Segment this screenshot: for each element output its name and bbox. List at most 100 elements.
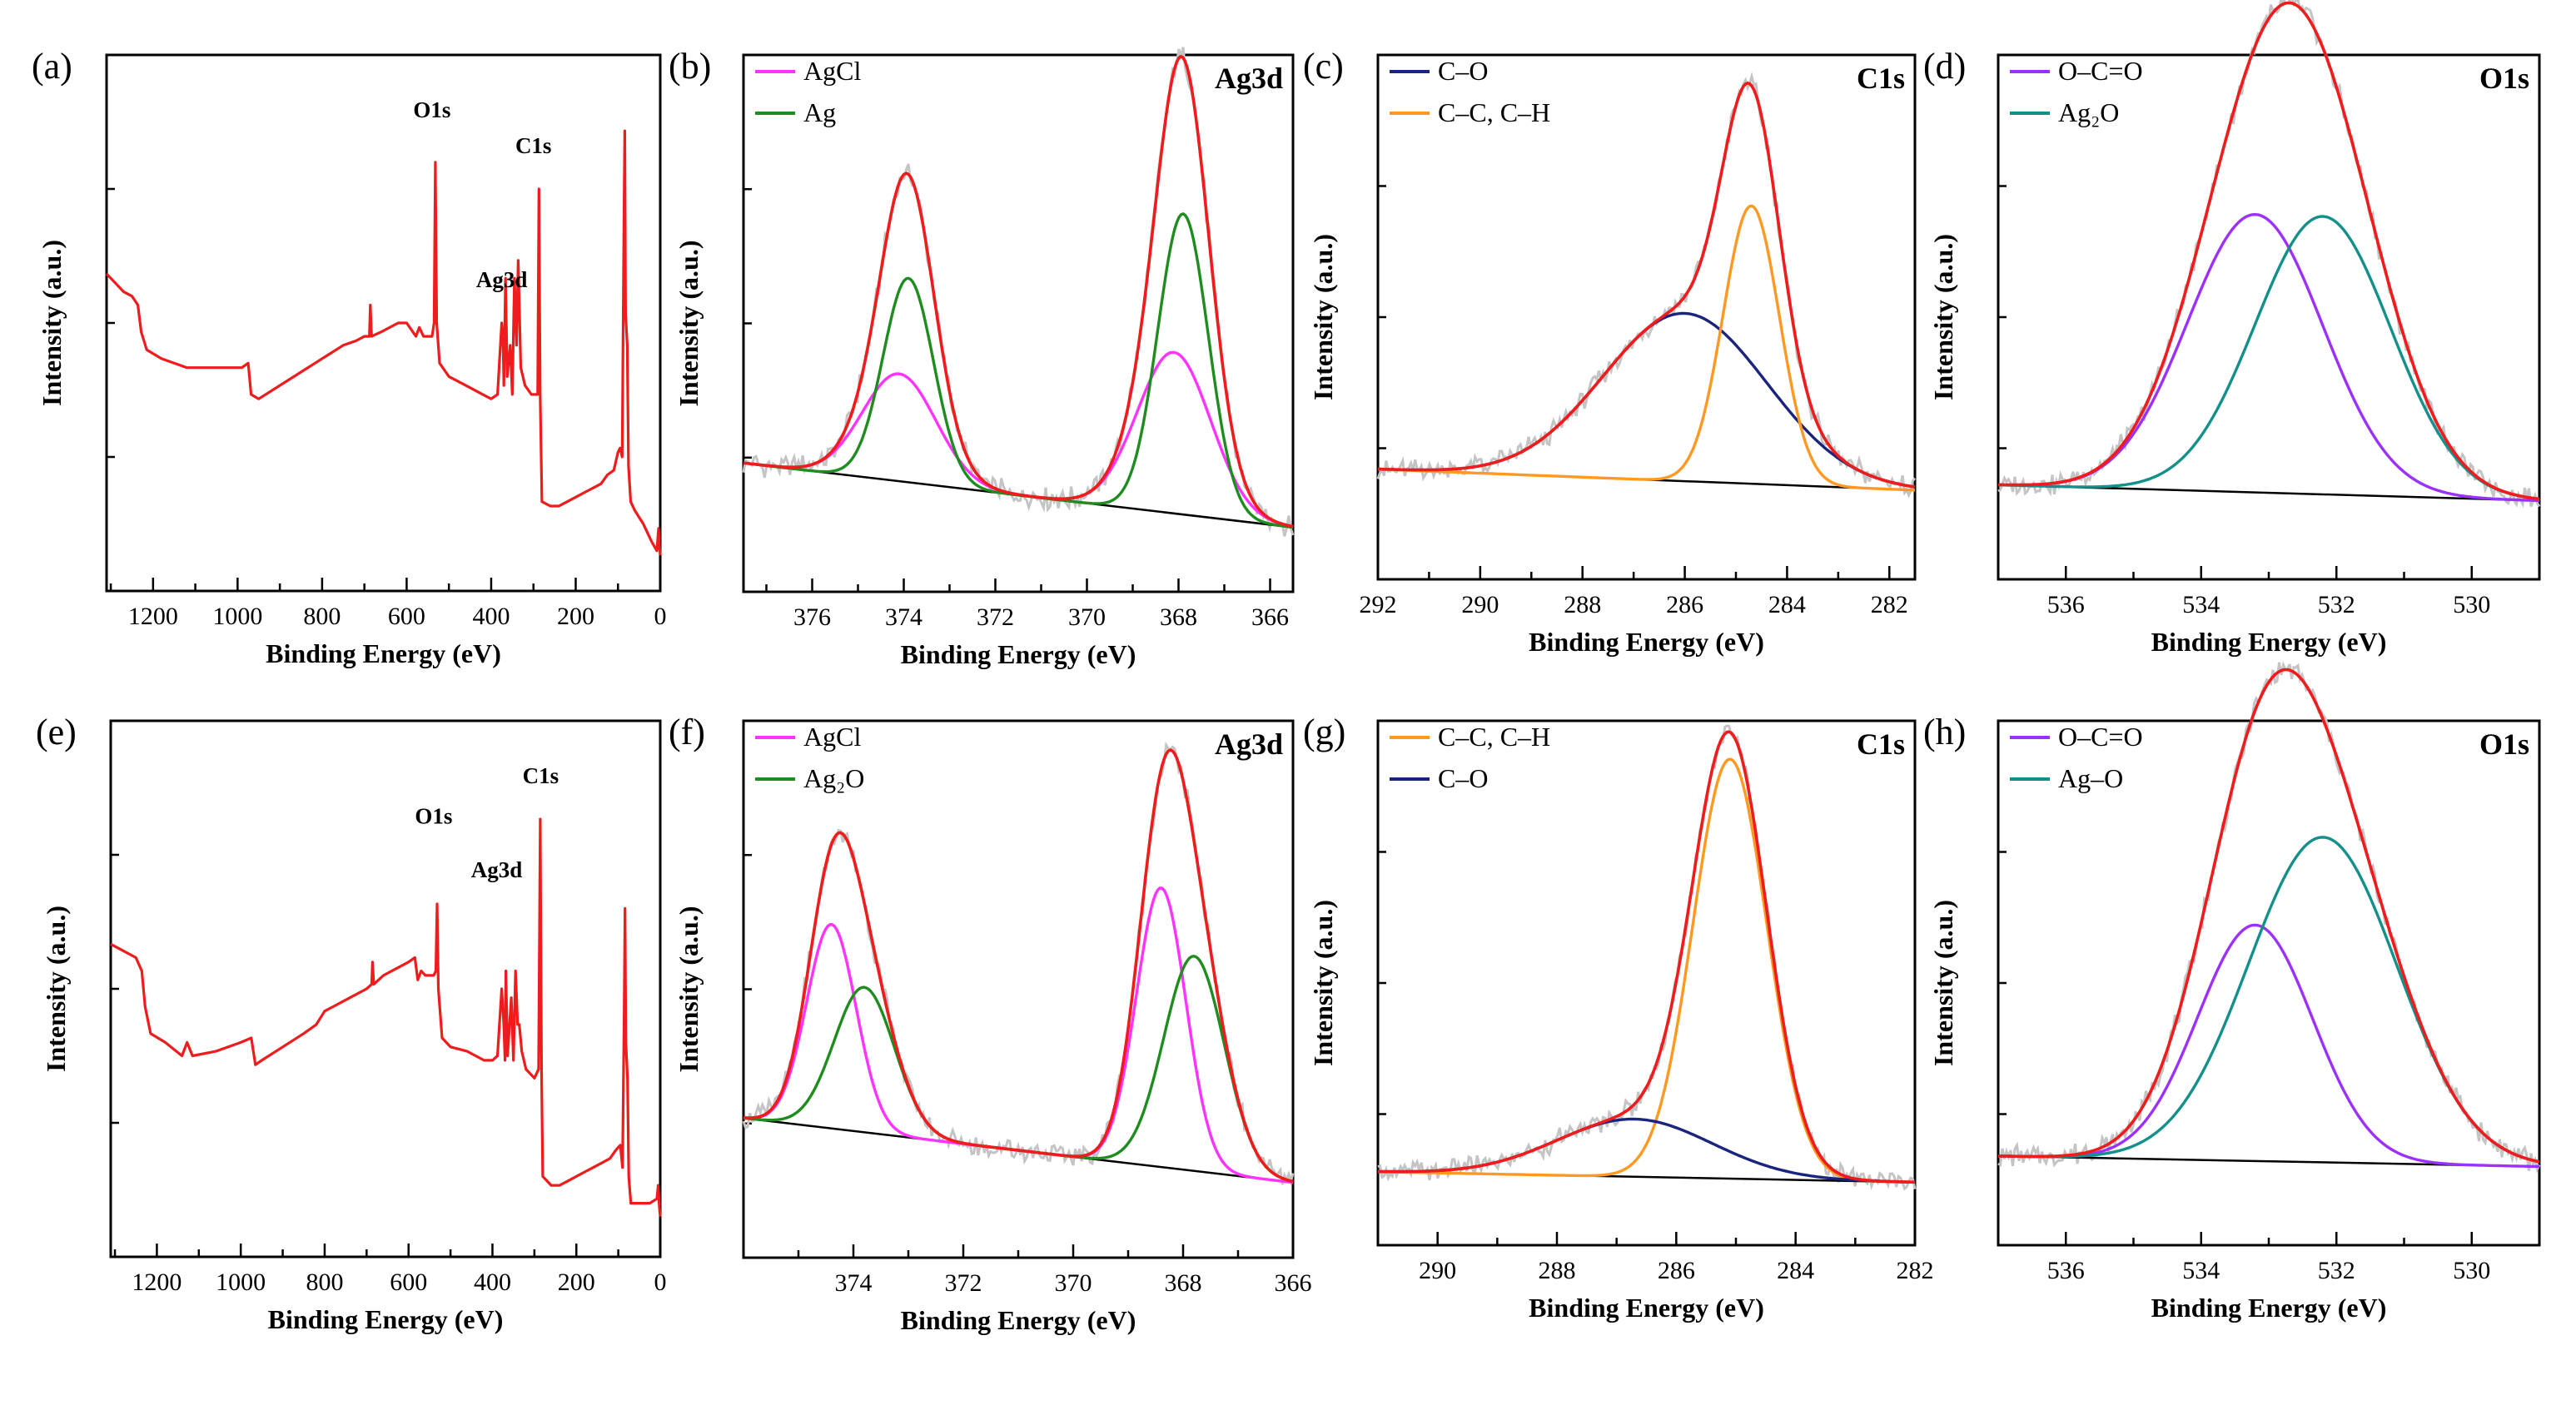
legend-label: Ag₂O: [2058, 97, 2119, 127]
legend-label: Ag: [803, 97, 836, 127]
x-axis-title: Binding Energy (eV): [2151, 1293, 2387, 1323]
x-tick-label: 200: [557, 603, 594, 630]
x-axis-title: Binding Energy (eV): [901, 1305, 1136, 1335]
x-tick-label: 366: [1275, 1269, 1312, 1297]
peak-label: O1s: [415, 803, 452, 828]
plot-frame: [1997, 53, 2541, 581]
y-axis-title: Intensity (a.u.): [1928, 234, 1958, 400]
legend-label: O–C=O: [2058, 56, 2143, 86]
x-tick-label: 800: [303, 603, 341, 630]
plot-frame: [1997, 719, 2541, 1247]
component-line-teal: [1997, 215, 2540, 501]
y-axis-title: Intensity (a.u.): [37, 240, 67, 406]
plot-frame: [1376, 53, 1917, 581]
x-tick-label: 800: [306, 1268, 343, 1296]
y-axis-title: Intensity (a.u.): [1308, 234, 1338, 400]
x-tick-label: 532: [2318, 591, 2355, 618]
legend-label: AgCl: [803, 722, 861, 752]
x-tick-label: 370: [1068, 603, 1106, 631]
x-axis-title: Binding Energy (eV): [266, 638, 501, 668]
x-tick-label: 284: [1777, 1257, 1814, 1284]
panel-c: 292 290 288 286 284 282 Binding Energy (eV) Int…: [1303, 46, 1917, 657]
x-tick-label: 282: [1871, 591, 1908, 618]
envelope-line: [1378, 730, 1916, 1184]
y-axis-title: Intensity (a.u.): [1308, 900, 1338, 1066]
peak-label: C1s: [515, 133, 552, 158]
plot-frame: [742, 53, 1295, 593]
x-tick-label: 532: [2318, 1257, 2355, 1284]
x-tick-label: 530: [2453, 1257, 2490, 1284]
x-tick-label: 536: [2047, 591, 2085, 618]
peak-label: C1s: [523, 763, 559, 788]
raw-data-line: [742, 741, 1295, 1186]
component-line-teal: [1998, 836, 2540, 1164]
legend-label: C–O: [1438, 56, 1488, 86]
x-tick-label: 370: [1055, 1269, 1092, 1297]
y-axis-title: Intensity (a.u.): [1928, 900, 1958, 1066]
peak-label: Ag3d: [471, 857, 523, 882]
legend-label: C–O: [1438, 763, 1488, 793]
x-tick-label: 400: [472, 603, 510, 630]
panel-letter: (d): [1923, 46, 1966, 87]
panel-title: C1s: [1857, 62, 1905, 95]
legend-label: C–C, C–H: [1438, 722, 1550, 752]
component-line-orange: [1377, 204, 1916, 492]
panel-title: O1s: [2479, 62, 2529, 95]
component-line-orange: [1378, 757, 1916, 1184]
peak-label: Ag3d: [476, 267, 528, 292]
raw-data-line: [1376, 72, 1917, 499]
x-tick-label: 600: [388, 603, 425, 630]
survey-line: [105, 129, 662, 556]
x-tick-label: 534: [2182, 591, 2220, 618]
y-axis-title: Intensity (a.u.): [41, 906, 71, 1072]
panel-f: 374 372 370 368 366 Binding Energy (eV) Intens…: [669, 712, 1312, 1335]
x-tick-label: 400: [474, 1268, 511, 1296]
panel-letter: (b): [669, 46, 711, 87]
legend-label: O–C=O: [2058, 722, 2143, 752]
envelope-line: [1998, 1, 2540, 501]
x-tick-label: 284: [1768, 591, 1806, 618]
panel-d: 536 534 532 530 Binding Energy (eV) Intensity…: [1923, 0, 2541, 657]
x-tick-label: 292: [1360, 591, 1397, 618]
x-axis-title: Binding Energy (eV): [1529, 627, 1764, 657]
panel-letter: (h): [1923, 712, 1966, 752]
panel-letter: (f): [669, 712, 705, 752]
survey-line: [110, 817, 662, 1217]
panel-letter: (g): [1303, 712, 1345, 752]
x-tick-label: 200: [558, 1268, 595, 1296]
x-tick-label: 1000: [216, 1268, 266, 1296]
y-axis-title: Intensity (a.u.): [674, 906, 704, 1072]
x-tick-label: 536: [2047, 1257, 2085, 1284]
panel-letter: (a): [32, 46, 72, 87]
x-tick-label: 368: [1160, 603, 1197, 631]
panel-title: O1s: [2479, 727, 2529, 761]
envelope-line: [1377, 81, 1916, 489]
component-line-violet: [1998, 923, 2540, 1169]
legend-label: Ag–O: [2058, 763, 2123, 793]
x-tick-label: 288: [1564, 591, 1601, 618]
panel-b: 376 374 372 370 368 366 Binding Energy (eV) Int…: [669, 46, 1295, 669]
x-tick-label: 372: [945, 1269, 982, 1297]
x-tick-label: 530: [2453, 591, 2490, 618]
x-tick-label: 534: [2182, 1257, 2220, 1284]
panel-e: 1200 1000 800 600 400 200 0 Binding Energy (eV)…: [36, 712, 667, 1334]
x-tick-label: 0: [654, 1268, 667, 1296]
panel-title: Ag3d: [1215, 62, 1283, 95]
x-tick-label: 290: [1419, 1257, 1456, 1284]
envelope-line: [743, 54, 1294, 529]
panel-title: Ag3d: [1215, 727, 1283, 761]
x-tick-label: 1000: [212, 603, 262, 630]
x-tick-label: 0: [654, 603, 667, 630]
peak-label: O1s: [413, 97, 450, 122]
panel-title: C1s: [1857, 727, 1905, 761]
component-line-navy: [1377, 311, 1916, 489]
x-tick-label: 290: [1461, 591, 1499, 618]
x-tick-label: 286: [1666, 591, 1703, 618]
panel-letter: (c): [1303, 46, 1344, 87]
x-tick-label: 1200: [128, 603, 178, 630]
panel-h: 536 534 532 530 Binding Energy (eV) Intensity…: [1923, 661, 2541, 1323]
x-axis-title: Binding Energy (eV): [901, 639, 1136, 669]
x-tick-label: 1200: [132, 1268, 182, 1296]
x-tick-label: 374: [885, 603, 922, 631]
